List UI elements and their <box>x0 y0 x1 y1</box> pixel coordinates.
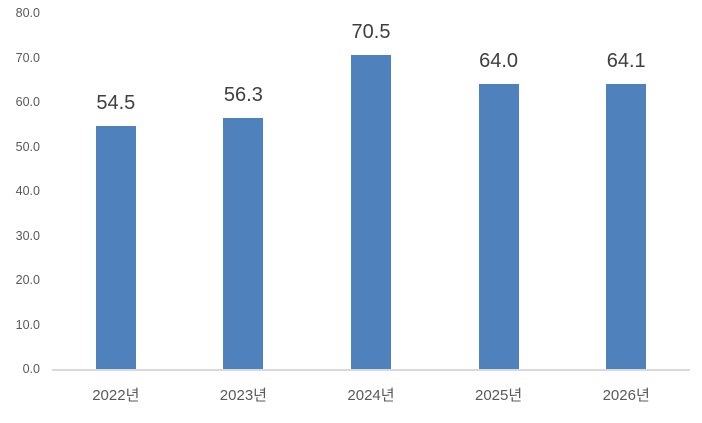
y-tick-label: 10.0 <box>15 317 40 332</box>
x-tick-label: 2023년 <box>219 387 267 404</box>
y-tick-label: 40.0 <box>15 184 40 198</box>
x-tick-label: 2026년 <box>602 387 650 404</box>
y-tick-label: 60.0 <box>15 95 40 109</box>
bar-value-label: 54.5 <box>96 92 136 115</box>
bar-value-label: 64.1 <box>606 49 646 72</box>
bar-2023년 <box>223 118 264 369</box>
bar-2024년 <box>351 55 391 369</box>
x-axis-line <box>52 369 690 371</box>
x-tick-label: 2024년 <box>347 387 395 404</box>
x-tick-label: 2025년 <box>475 387 523 404</box>
y-tick-label: 70.0 <box>15 50 40 65</box>
x-tick-label: 2022년 <box>92 387 140 404</box>
bar-2026년 <box>606 83 647 369</box>
bar-value-label: 64.0 <box>479 50 519 73</box>
y-tick-label: 50.0 <box>15 139 40 154</box>
y-tick-label: 20.0 <box>15 273 40 287</box>
y-tick-label: 80.0 <box>15 6 40 20</box>
bar-2025년 <box>478 84 519 369</box>
y-tick-label: 30.0 <box>15 228 40 243</box>
bar-2022년 <box>95 126 136 369</box>
bar-value-label: 70.5 <box>351 21 391 44</box>
y-tick-label: 0.0 <box>22 362 40 376</box>
bar-value-label: 56.3 <box>223 84 263 107</box>
